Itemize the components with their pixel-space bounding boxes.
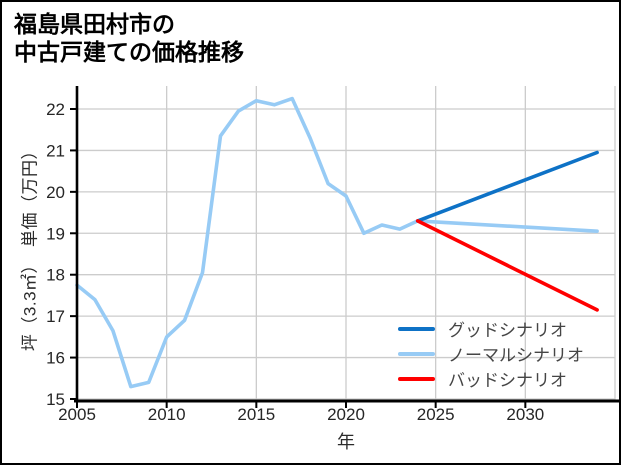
- y-tick-label: 19: [46, 224, 65, 243]
- x-tick-label: 2010: [148, 405, 186, 424]
- chart-title: 福島県田村市の 中古戸建ての価格推移: [14, 10, 244, 66]
- series-line-good: [415, 150, 599, 223]
- y-tick-label: 16: [46, 349, 65, 368]
- legend-swatch-bad: [398, 376, 435, 381]
- y-tick-label: 18: [46, 266, 65, 285]
- x-tick-label: 2015: [237, 405, 275, 424]
- legend-item-bad: バッドシナリオ: [398, 366, 584, 391]
- chart-title-line1: 福島県田村市の: [14, 11, 175, 37]
- legend: グッドシナリオ ノーマルシナリオ バッドシナリオ: [398, 316, 584, 391]
- legend-swatch-good: [398, 326, 435, 331]
- x-tick-label: 2020: [327, 405, 365, 424]
- y-axis-label: 坪（3.3㎡） 単価（万円）: [20, 141, 40, 352]
- y-tick-label: 17: [46, 307, 65, 326]
- y-tick-label: 15: [46, 390, 65, 409]
- legend-label-good: グッドシナリオ: [448, 321, 567, 340]
- y-tick-label: 20: [46, 183, 65, 202]
- series-line-bad: [415, 219, 599, 312]
- series-line-normal: [75, 96, 599, 389]
- x-axis-label: 年: [337, 432, 355, 452]
- x-tick-label: 2030: [506, 405, 544, 424]
- y-tick-label: 22: [46, 100, 65, 119]
- legend-item-normal: ノーマルシナリオ: [398, 341, 584, 366]
- legend-label-bad: バッドシナリオ: [448, 371, 567, 390]
- legend-swatch-normal: [398, 351, 435, 356]
- x-tick-label: 2005: [58, 405, 96, 424]
- legend-label-normal: ノーマルシナリオ: [448, 346, 584, 365]
- legend-item-good: グッドシナリオ: [398, 316, 584, 341]
- x-tick-label: 2025: [417, 405, 455, 424]
- chart-title-line2: 中古戸建ての価格推移: [14, 39, 244, 65]
- y-tick-label: 21: [46, 141, 65, 160]
